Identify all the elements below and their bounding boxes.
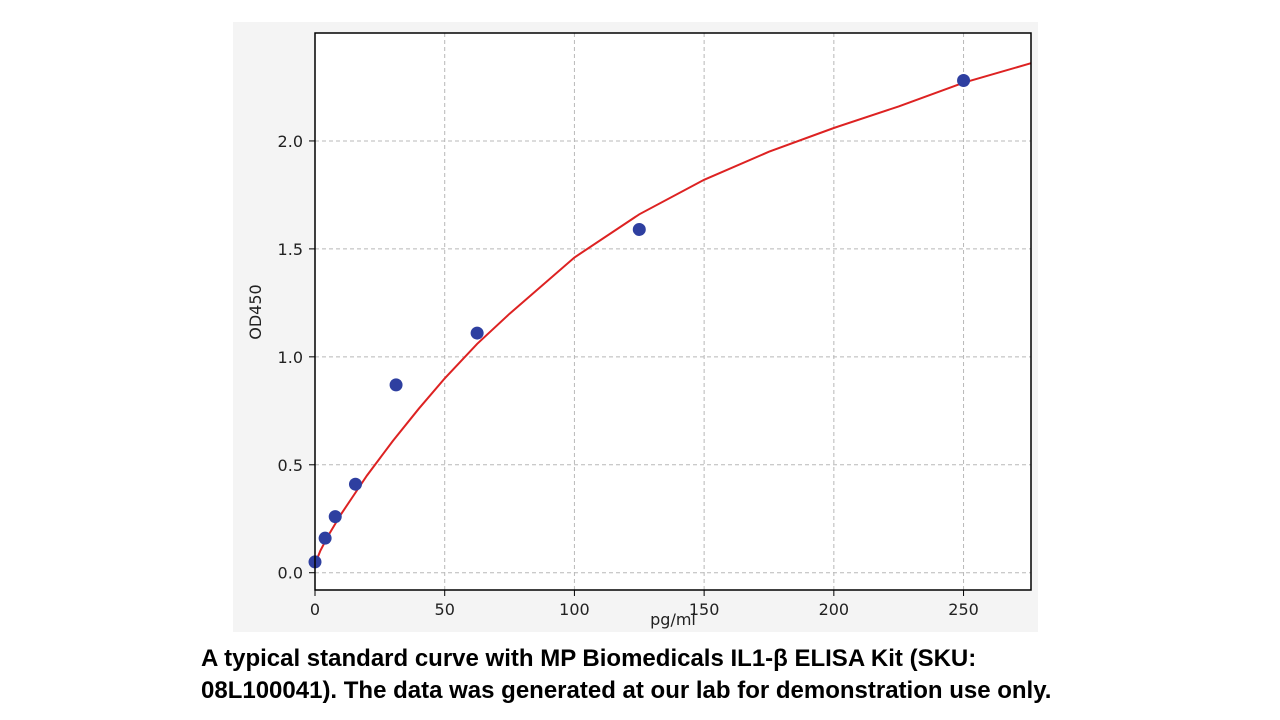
y-axis-label: OD450 <box>246 284 265 339</box>
figure-panel: 0 50 100 150 200 250 0.0 0.5 1.0 1.5 2.0 pg/ml OD… <box>233 22 1038 632</box>
y-tick-label: 0.0 <box>278 564 303 583</box>
data-point <box>348 477 362 491</box>
caption-line-1: A typical standard curve with MP Biomedi… <box>201 645 977 672</box>
data-point <box>957 73 971 87</box>
x-tick-label: 200 <box>819 600 850 619</box>
standard-curve-chart: 0 50 100 150 200 250 0.0 0.5 1.0 1.5 2.0 pg/ml OD… <box>246 32 1032 629</box>
data-point <box>632 222 646 236</box>
data-point <box>318 531 332 545</box>
x-tick-label: 150 <box>689 600 720 619</box>
data-point <box>328 510 342 524</box>
y-ticks: 0.0 0.5 1.0 1.5 2.0 <box>278 132 315 583</box>
y-tick-label: 2.0 <box>278 132 303 151</box>
y-tick-label: 1.0 <box>278 348 303 367</box>
x-ticks: 0 50 100 150 200 250 <box>310 590 979 619</box>
x-tick-label: 100 <box>559 600 590 619</box>
grid <box>314 33 1031 590</box>
x-tick-label: 250 <box>948 600 979 619</box>
x-tick-label: 0 <box>310 600 320 619</box>
plot-frame <box>314 32 1032 591</box>
x-tick-label: 50 <box>435 600 455 619</box>
x-axis-label: pg/ml <box>650 610 696 629</box>
y-tick-label: 1.5 <box>278 240 303 259</box>
plot-area <box>315 33 1031 590</box>
caption-line-2: 08L100041). The data was generated at ou… <box>201 677 1052 704</box>
data-point <box>389 378 403 392</box>
figure-caption: A typical standard curve with MP Biomedi… <box>201 643 1201 707</box>
data-point <box>470 326 484 340</box>
y-tick-label: 0.5 <box>278 456 303 475</box>
